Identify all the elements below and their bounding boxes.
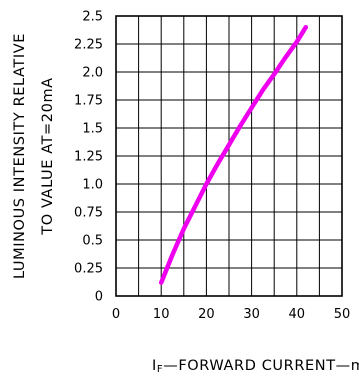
y-tick-label: 0.75 — [74, 206, 103, 221]
y-tick-label: 0.25 — [74, 262, 103, 277]
y-tick-label: 1.0 — [82, 178, 103, 193]
y-tick-label: 1.75 — [74, 94, 103, 109]
x-tick-label: 10 — [153, 307, 170, 322]
x-tick-label: 40 — [289, 307, 306, 322]
x-axis-title: IF—FORWARD CURRENT—mA — [152, 358, 359, 375]
y-tick-label: 0.5 — [82, 234, 103, 249]
y-tick-label: 1.5 — [82, 122, 103, 137]
y-axis-title-line1: LUMINOUS INTENSITY RELATIVE — [12, 33, 28, 279]
x-axis-title-subscript: F — [157, 364, 163, 375]
y-tick-labels: 0 0.25 0.5 0.75 1.0 1.25 1.5 1.75 2.0 2.25 2.5 — [74, 10, 103, 305]
y-tick-label: 0 — [95, 290, 103, 305]
y-tick-label: 2.5 — [82, 10, 103, 25]
x-tick-label: 20 — [198, 307, 215, 322]
x-tick-labels: 0 10 20 30 40 50 — [112, 307, 350, 322]
x-tick-label: 50 — [334, 307, 351, 322]
x-axis-title-symbol: I — [152, 358, 157, 374]
x-axis-title-text: —FORWARD CURRENT—mA — [163, 358, 359, 374]
plot-frame — [115, 15, 343, 297]
grid — [116, 16, 342, 296]
y-axis-title-line2: TO VALUE AT=20mA — [40, 77, 56, 235]
y-tick-label: 1.25 — [74, 150, 103, 165]
x-tick-label: 30 — [243, 307, 260, 322]
series-line — [158, 24, 309, 285]
x-tick-label: 0 — [112, 307, 120, 322]
y-tick-label: 2.0 — [82, 66, 103, 81]
y-tick-label: 2.25 — [74, 38, 103, 53]
